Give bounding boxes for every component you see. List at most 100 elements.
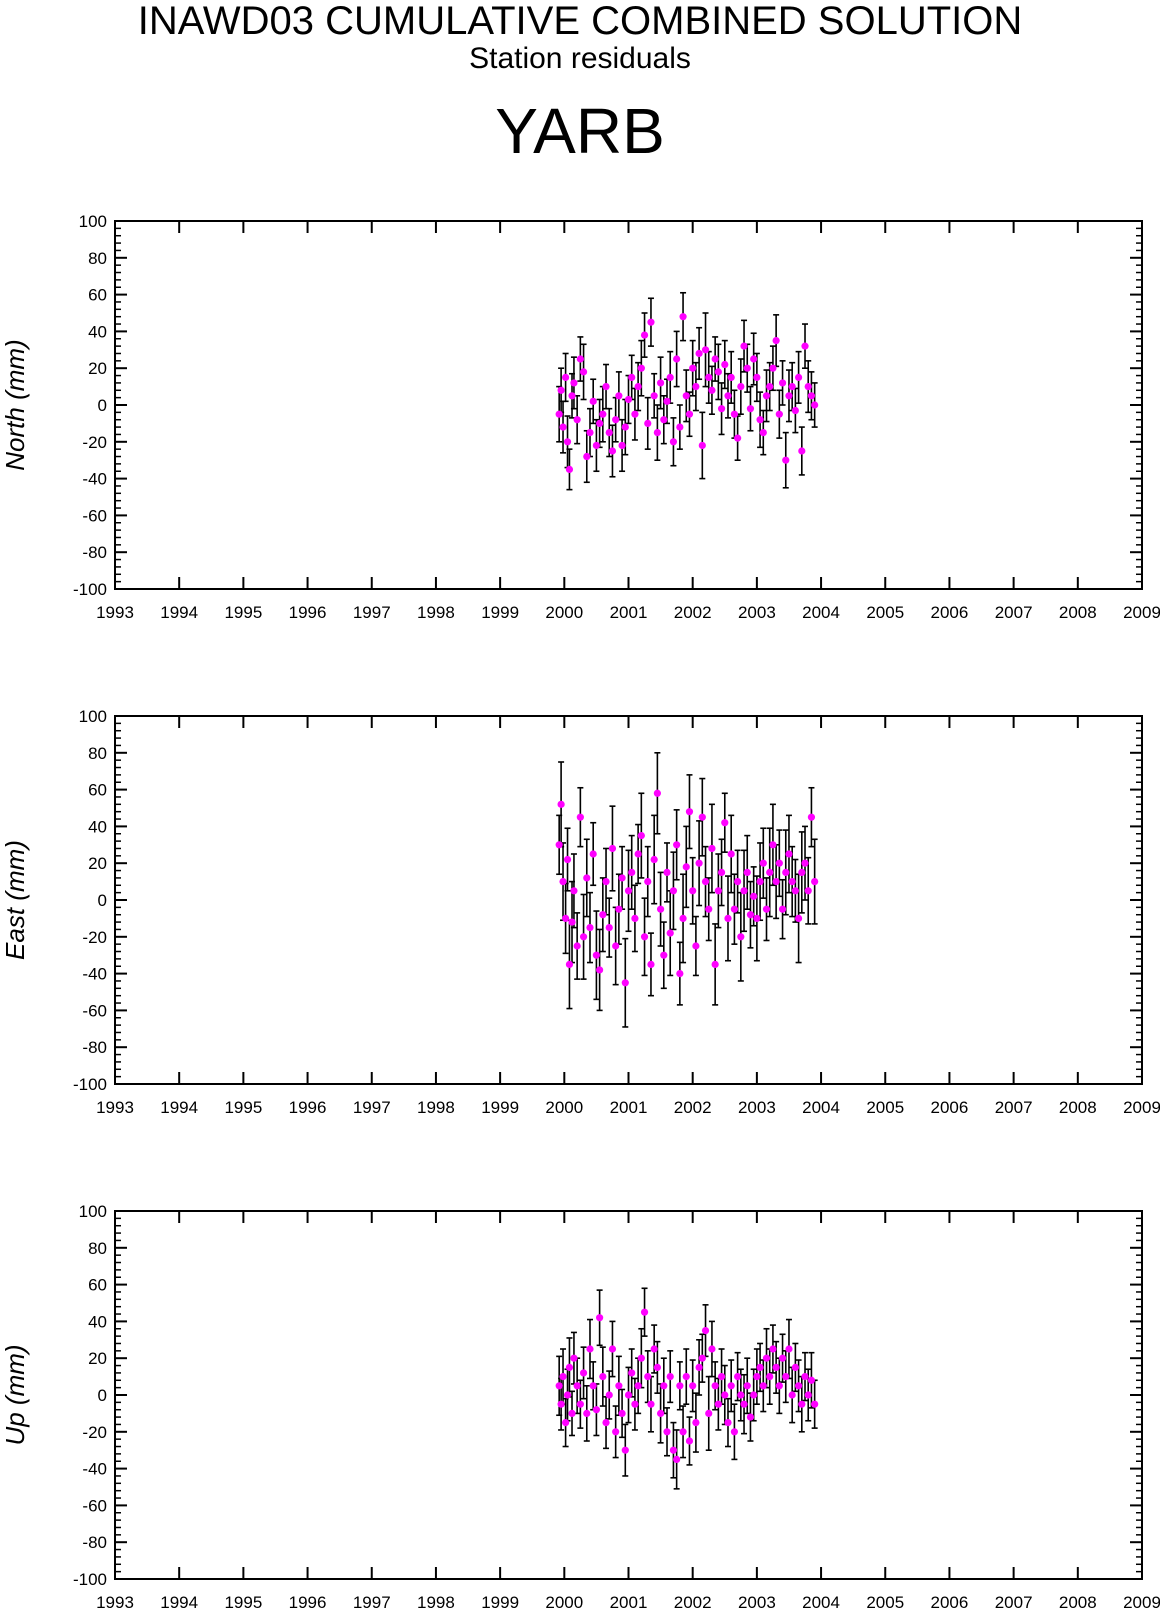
data-point [711, 1382, 719, 1390]
y-tick-label: 60 [88, 286, 107, 305]
data-point [766, 1373, 774, 1381]
y-tick-label: 20 [88, 854, 107, 873]
data-point [561, 914, 570, 923]
data-point [621, 1446, 629, 1454]
y-tick-label: 60 [88, 1276, 107, 1295]
x-tick-label: 1998 [417, 603, 455, 622]
y-tick-label: -80 [82, 1038, 107, 1057]
data-point [628, 868, 636, 877]
data-point [589, 850, 597, 858]
x-tick-label: 1997 [353, 603, 391, 622]
x-tick-label: 2007 [995, 603, 1033, 622]
data-point [794, 1382, 803, 1390]
x-tick-label: 2003 [738, 603, 776, 622]
y-tick-label: -80 [82, 1533, 107, 1552]
data-point [673, 1455, 681, 1463]
data-point [746, 911, 755, 919]
data-point [656, 1409, 665, 1417]
data-point [717, 1373, 726, 1381]
data-point [798, 447, 806, 455]
data-point [788, 1391, 796, 1399]
data-point [624, 887, 633, 895]
data-point [766, 868, 774, 877]
x-tick-label: 2007 [995, 1098, 1033, 1117]
data-point [573, 416, 581, 424]
data-point [791, 406, 799, 415]
x-tick-label: 2009 [1123, 1593, 1160, 1612]
data-point [673, 841, 681, 849]
data-point [782, 456, 790, 464]
data-point [769, 841, 777, 849]
data-point [631, 914, 639, 923]
data-point [714, 368, 722, 376]
data-point [618, 1409, 626, 1417]
data-point [705, 373, 713, 381]
data-point [708, 386, 716, 394]
x-tick-label: 2005 [866, 1098, 904, 1117]
data-point [666, 373, 674, 381]
data-point [685, 1437, 694, 1445]
data-point [701, 1327, 710, 1335]
data-point [766, 383, 774, 391]
data-point [740, 1400, 748, 1408]
data-point [807, 1376, 816, 1384]
data-point [612, 416, 620, 424]
data-point [599, 911, 607, 919]
data-point [605, 429, 613, 437]
data-point [583, 874, 591, 882]
data-point [653, 429, 661, 437]
data-point [624, 395, 633, 404]
x-tick-label: 1996 [289, 603, 327, 622]
data-point [576, 355, 584, 363]
data-point [568, 918, 576, 926]
data-point [628, 373, 636, 381]
data-point [798, 1400, 806, 1408]
data-point [634, 850, 642, 858]
x-tick-label: 2008 [1059, 603, 1097, 622]
data-point [656, 905, 665, 913]
x-tick-label: 1994 [160, 603, 198, 622]
data-point [608, 844, 617, 853]
x-tick-label: 2001 [610, 1098, 648, 1117]
data-point [794, 373, 803, 381]
data-point [679, 914, 687, 923]
x-tick-label: 2006 [931, 1098, 969, 1117]
data-point [615, 905, 623, 913]
data-point [717, 868, 726, 877]
y-tick-label: -60 [82, 1001, 107, 1020]
x-tick-label: 1995 [224, 603, 262, 622]
data-point [682, 863, 690, 871]
data-point [557, 1400, 565, 1408]
data-point [602, 1419, 610, 1427]
data-point [740, 342, 748, 350]
data-point [586, 429, 594, 437]
data-point [656, 379, 665, 387]
panel-2: 1993 1994 1995 1996 1997 1998 1999 2000 2001 2002… [0, 1202, 1160, 1612]
data-point [743, 868, 751, 877]
y-tick-label: 0 [98, 891, 107, 910]
data-point [605, 1391, 613, 1399]
x-tick-label: 2008 [1059, 1593, 1097, 1612]
data-point [762, 392, 771, 400]
data-point [615, 392, 623, 400]
y-tick-label: 0 [98, 1386, 107, 1405]
y-tick-label: 0 [98, 396, 107, 415]
data-point [644, 1373, 652, 1381]
data-point [624, 1391, 633, 1399]
data-point [561, 1419, 570, 1427]
data-point [579, 1369, 588, 1377]
data-point [640, 933, 649, 941]
data-point [621, 423, 629, 431]
data-point [631, 1400, 639, 1408]
data-point [650, 392, 658, 400]
x-tick-label: 2003 [738, 1098, 776, 1117]
x-tick-label: 2004 [802, 1098, 840, 1117]
data-point [682, 392, 690, 400]
data-point [653, 1363, 661, 1371]
data-point [698, 441, 706, 450]
data-point [663, 1428, 671, 1436]
data-point [724, 914, 732, 923]
data-point [695, 349, 703, 358]
data-point [573, 1382, 581, 1390]
